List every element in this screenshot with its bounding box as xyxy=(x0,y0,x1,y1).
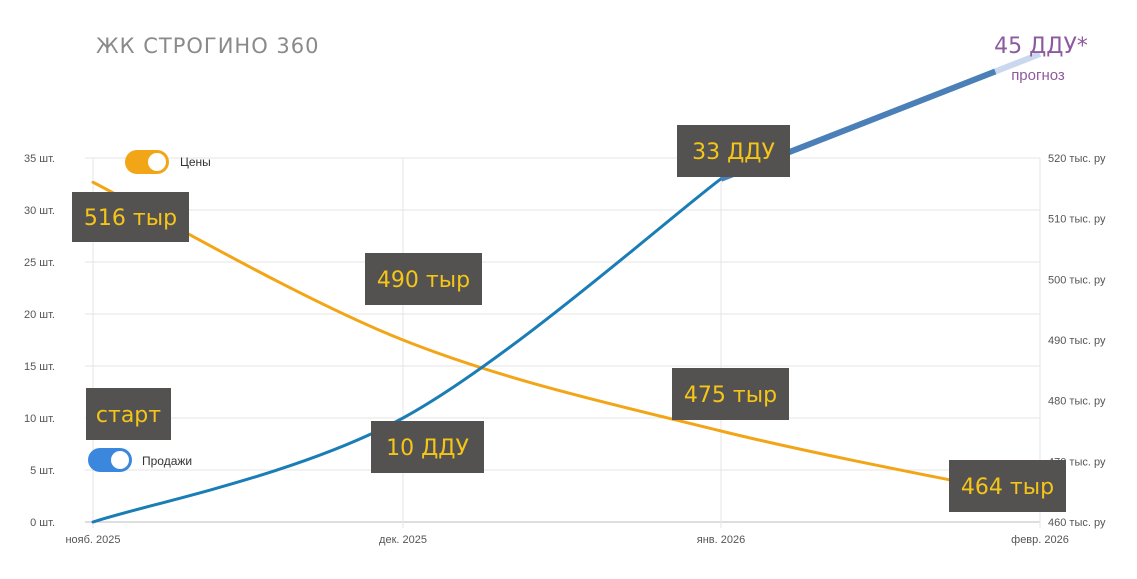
sales-toggle-knob[interactable] xyxy=(111,451,129,469)
x-tick-label: дек. 2025 xyxy=(379,534,427,546)
callout-label: старт xyxy=(86,388,171,440)
callout-label: 490 тыр xyxy=(365,253,482,305)
callout-text: 516 тыр xyxy=(84,206,177,231)
sales-line xyxy=(91,177,723,524)
callout-text: старт xyxy=(96,403,161,428)
legend-prices-toggle[interactable] xyxy=(125,150,169,174)
series-lines xyxy=(91,51,1042,524)
chart-title: ЖК СТРОГИНО 360 xyxy=(96,34,319,58)
callout-box xyxy=(672,368,789,420)
callout-box xyxy=(949,460,1066,512)
right-tick-label: 500 тыс. ру xyxy=(1048,274,1106,286)
x-tick-label: нояб. 2025 xyxy=(65,534,120,546)
legend-sales-label: Продажи xyxy=(142,454,192,468)
left-axis-ticks: 0 шт. 5 шт. 10 шт. 15 шт. 20 шт. 25 шт. 30 шт.… xyxy=(24,153,55,529)
callout-label: 475 тыр xyxy=(672,368,789,420)
prices-line xyxy=(91,180,1042,500)
callout-box xyxy=(365,253,482,305)
callout-box xyxy=(371,421,484,473)
callout-label: 33 ДДУ xyxy=(677,125,790,177)
callout-text: 10 ДДУ xyxy=(386,436,469,461)
left-tick-label: 30 шт. xyxy=(24,205,55,217)
left-tick-label: 15 шт. xyxy=(24,361,55,373)
callout-label: 464 тыр xyxy=(949,460,1066,512)
left-tick-label: 20 шт. xyxy=(24,309,55,321)
callout-text: 490 тыр xyxy=(377,268,470,293)
right-tick-label: 480 тыс. ру xyxy=(1048,396,1106,408)
callouts: 516 тыр 490 тыр 475 тыр 464 тыр старт 10 ДДУ 3… xyxy=(72,125,1066,512)
vertical-gridlines xyxy=(92,158,1041,528)
x-tick-label: янв. 2026 xyxy=(697,534,745,546)
callout-label: 10 ДДУ xyxy=(371,421,484,473)
legend-prices-label: Цены xyxy=(180,155,211,169)
legend-sales-toggle[interactable] xyxy=(88,448,132,472)
right-tick-label: 490 тыс. ру xyxy=(1048,335,1106,347)
sales-forecast-fade xyxy=(994,51,1042,75)
left-tick-label: 25 шт. xyxy=(24,257,55,269)
left-tick-label: 10 шт. xyxy=(24,413,55,425)
x-tick-label: февр. 2026 xyxy=(1011,534,1069,546)
right-tick-label: 460 тыс. ру xyxy=(1048,517,1106,529)
callout-box xyxy=(72,192,189,242)
forecast-value: 45 ДДУ* xyxy=(994,34,1088,59)
left-tick-label: 0 шт. xyxy=(30,517,55,529)
forecast-label: прогноз xyxy=(1011,67,1065,84)
callout-text: 464 тыр xyxy=(961,475,1054,500)
left-tick-label: 5 шт. xyxy=(30,465,55,477)
right-tick-label: 510 тыс. ру xyxy=(1048,214,1106,226)
horizontal-gridlines xyxy=(85,157,1040,523)
right-tick-label: 520 тыс. ру xyxy=(1048,153,1106,165)
prices-toggle-knob[interactable] xyxy=(148,153,166,171)
left-tick-label: 35 шт. xyxy=(24,153,55,165)
x-axis-ticks: нояб. 2025 дек. 2025 янв. 2026 февр. 2026 xyxy=(65,534,1068,546)
callout-text: 33 ДДУ xyxy=(692,140,775,165)
callout-label: 516 тыр xyxy=(72,192,189,242)
callout-box xyxy=(86,388,171,440)
callout-text: 475 тыр xyxy=(684,383,777,408)
callout-box xyxy=(677,125,790,177)
